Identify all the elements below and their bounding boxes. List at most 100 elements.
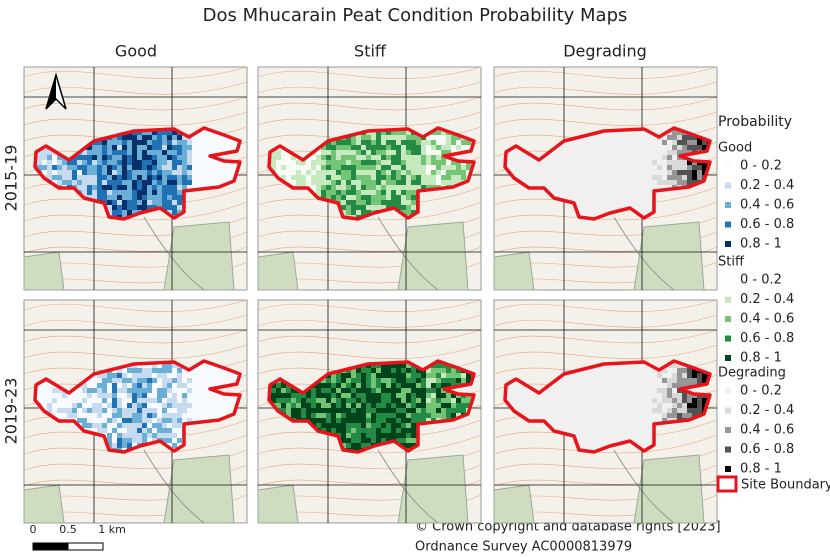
raster-cell [517, 388, 522, 393]
forest [397, 221, 469, 291]
raster-cell [326, 180, 331, 185]
raster-cell [396, 398, 401, 403]
raster-cell [587, 195, 592, 200]
raster-cell [421, 185, 426, 190]
raster-cell [147, 438, 152, 443]
raster-cell [102, 398, 107, 403]
raster-cell [67, 403, 72, 408]
raster-cell [341, 408, 346, 413]
raster-cell [542, 165, 547, 170]
raster-cell [137, 408, 142, 413]
raster-cell [612, 378, 617, 383]
raster-cell [197, 408, 202, 413]
raster-cell [132, 155, 137, 160]
raster-cell [602, 135, 607, 140]
raster-cell [441, 130, 446, 135]
raster-cell [401, 175, 406, 180]
raster-cell [396, 155, 401, 160]
raster-cell [547, 185, 552, 190]
raster-cell [356, 403, 361, 408]
raster-cell [431, 408, 436, 413]
raster-cell [371, 145, 376, 150]
raster-cell [157, 383, 162, 388]
raster-cell [517, 383, 522, 388]
raster-cell [421, 403, 426, 408]
raster-cell [607, 398, 612, 403]
raster-cell [677, 135, 682, 140]
raster-cell [456, 180, 461, 185]
raster-cell [572, 185, 577, 190]
raster-cell [102, 195, 107, 200]
raster-cell [592, 175, 597, 180]
raster-cell [97, 160, 102, 165]
raster-cell [336, 160, 341, 165]
raster-cell [112, 175, 117, 180]
raster-cell [552, 185, 557, 190]
raster-cell [281, 150, 286, 155]
raster-cell [97, 175, 102, 180]
raster-cell [682, 175, 687, 180]
raster-cell [687, 160, 692, 165]
raster-cell [662, 180, 667, 185]
raster-cell [456, 403, 461, 408]
raster-cell [271, 393, 276, 398]
raster-cell [632, 373, 637, 378]
raster-cell [346, 383, 351, 388]
raster-cell [612, 368, 617, 373]
raster-cell [127, 135, 132, 140]
raster-cell [52, 175, 57, 180]
raster-cell [97, 423, 102, 428]
raster-cell [137, 195, 142, 200]
raster-cell [147, 418, 152, 423]
raster-cell [177, 443, 182, 448]
raster-cell [366, 175, 371, 180]
raster-cell [617, 185, 622, 190]
raster-cell [607, 403, 612, 408]
raster-cell [466, 373, 471, 378]
raster-cell [137, 145, 142, 150]
raster-cell [122, 373, 127, 378]
raster-cell [321, 145, 326, 150]
raster-cell [376, 175, 381, 180]
raster-cell [311, 160, 316, 165]
raster-cell [562, 145, 567, 150]
raster-cell [557, 378, 562, 383]
raster-cell [562, 398, 567, 403]
raster-cell [321, 418, 326, 423]
raster-cell [147, 378, 152, 383]
raster-cell [632, 185, 637, 190]
raster-cell [552, 170, 557, 175]
raster-cell [107, 160, 112, 165]
raster-cell [112, 210, 117, 215]
raster-cell [326, 155, 331, 160]
raster-cell [647, 140, 652, 145]
forest [163, 454, 235, 524]
raster-cell [612, 145, 617, 150]
raster-cell [336, 413, 341, 418]
raster-cell [102, 383, 107, 388]
raster-cell [77, 165, 82, 170]
raster-cell [692, 165, 697, 170]
raster-cell [142, 145, 147, 150]
raster-cell [177, 388, 182, 393]
raster-cell [152, 185, 157, 190]
raster-cell [117, 418, 122, 423]
raster-cell [122, 145, 127, 150]
raster-cell [421, 165, 426, 170]
raster-cell [441, 175, 446, 180]
raster-cell [401, 378, 406, 383]
raster-cell [517, 170, 522, 175]
raster-cell [617, 403, 622, 408]
raster-cell [296, 165, 301, 170]
raster-cell [122, 140, 127, 145]
raster-cell [391, 140, 396, 145]
raster-cell [667, 135, 672, 140]
raster-cell [132, 418, 137, 423]
raster-cell [376, 135, 381, 140]
raster-cell [222, 368, 227, 373]
raster-cell [411, 170, 416, 175]
site-boundary [267, 126, 476, 221]
raster-cell [622, 170, 627, 175]
raster-cell [612, 140, 617, 145]
raster-cell [371, 200, 376, 205]
